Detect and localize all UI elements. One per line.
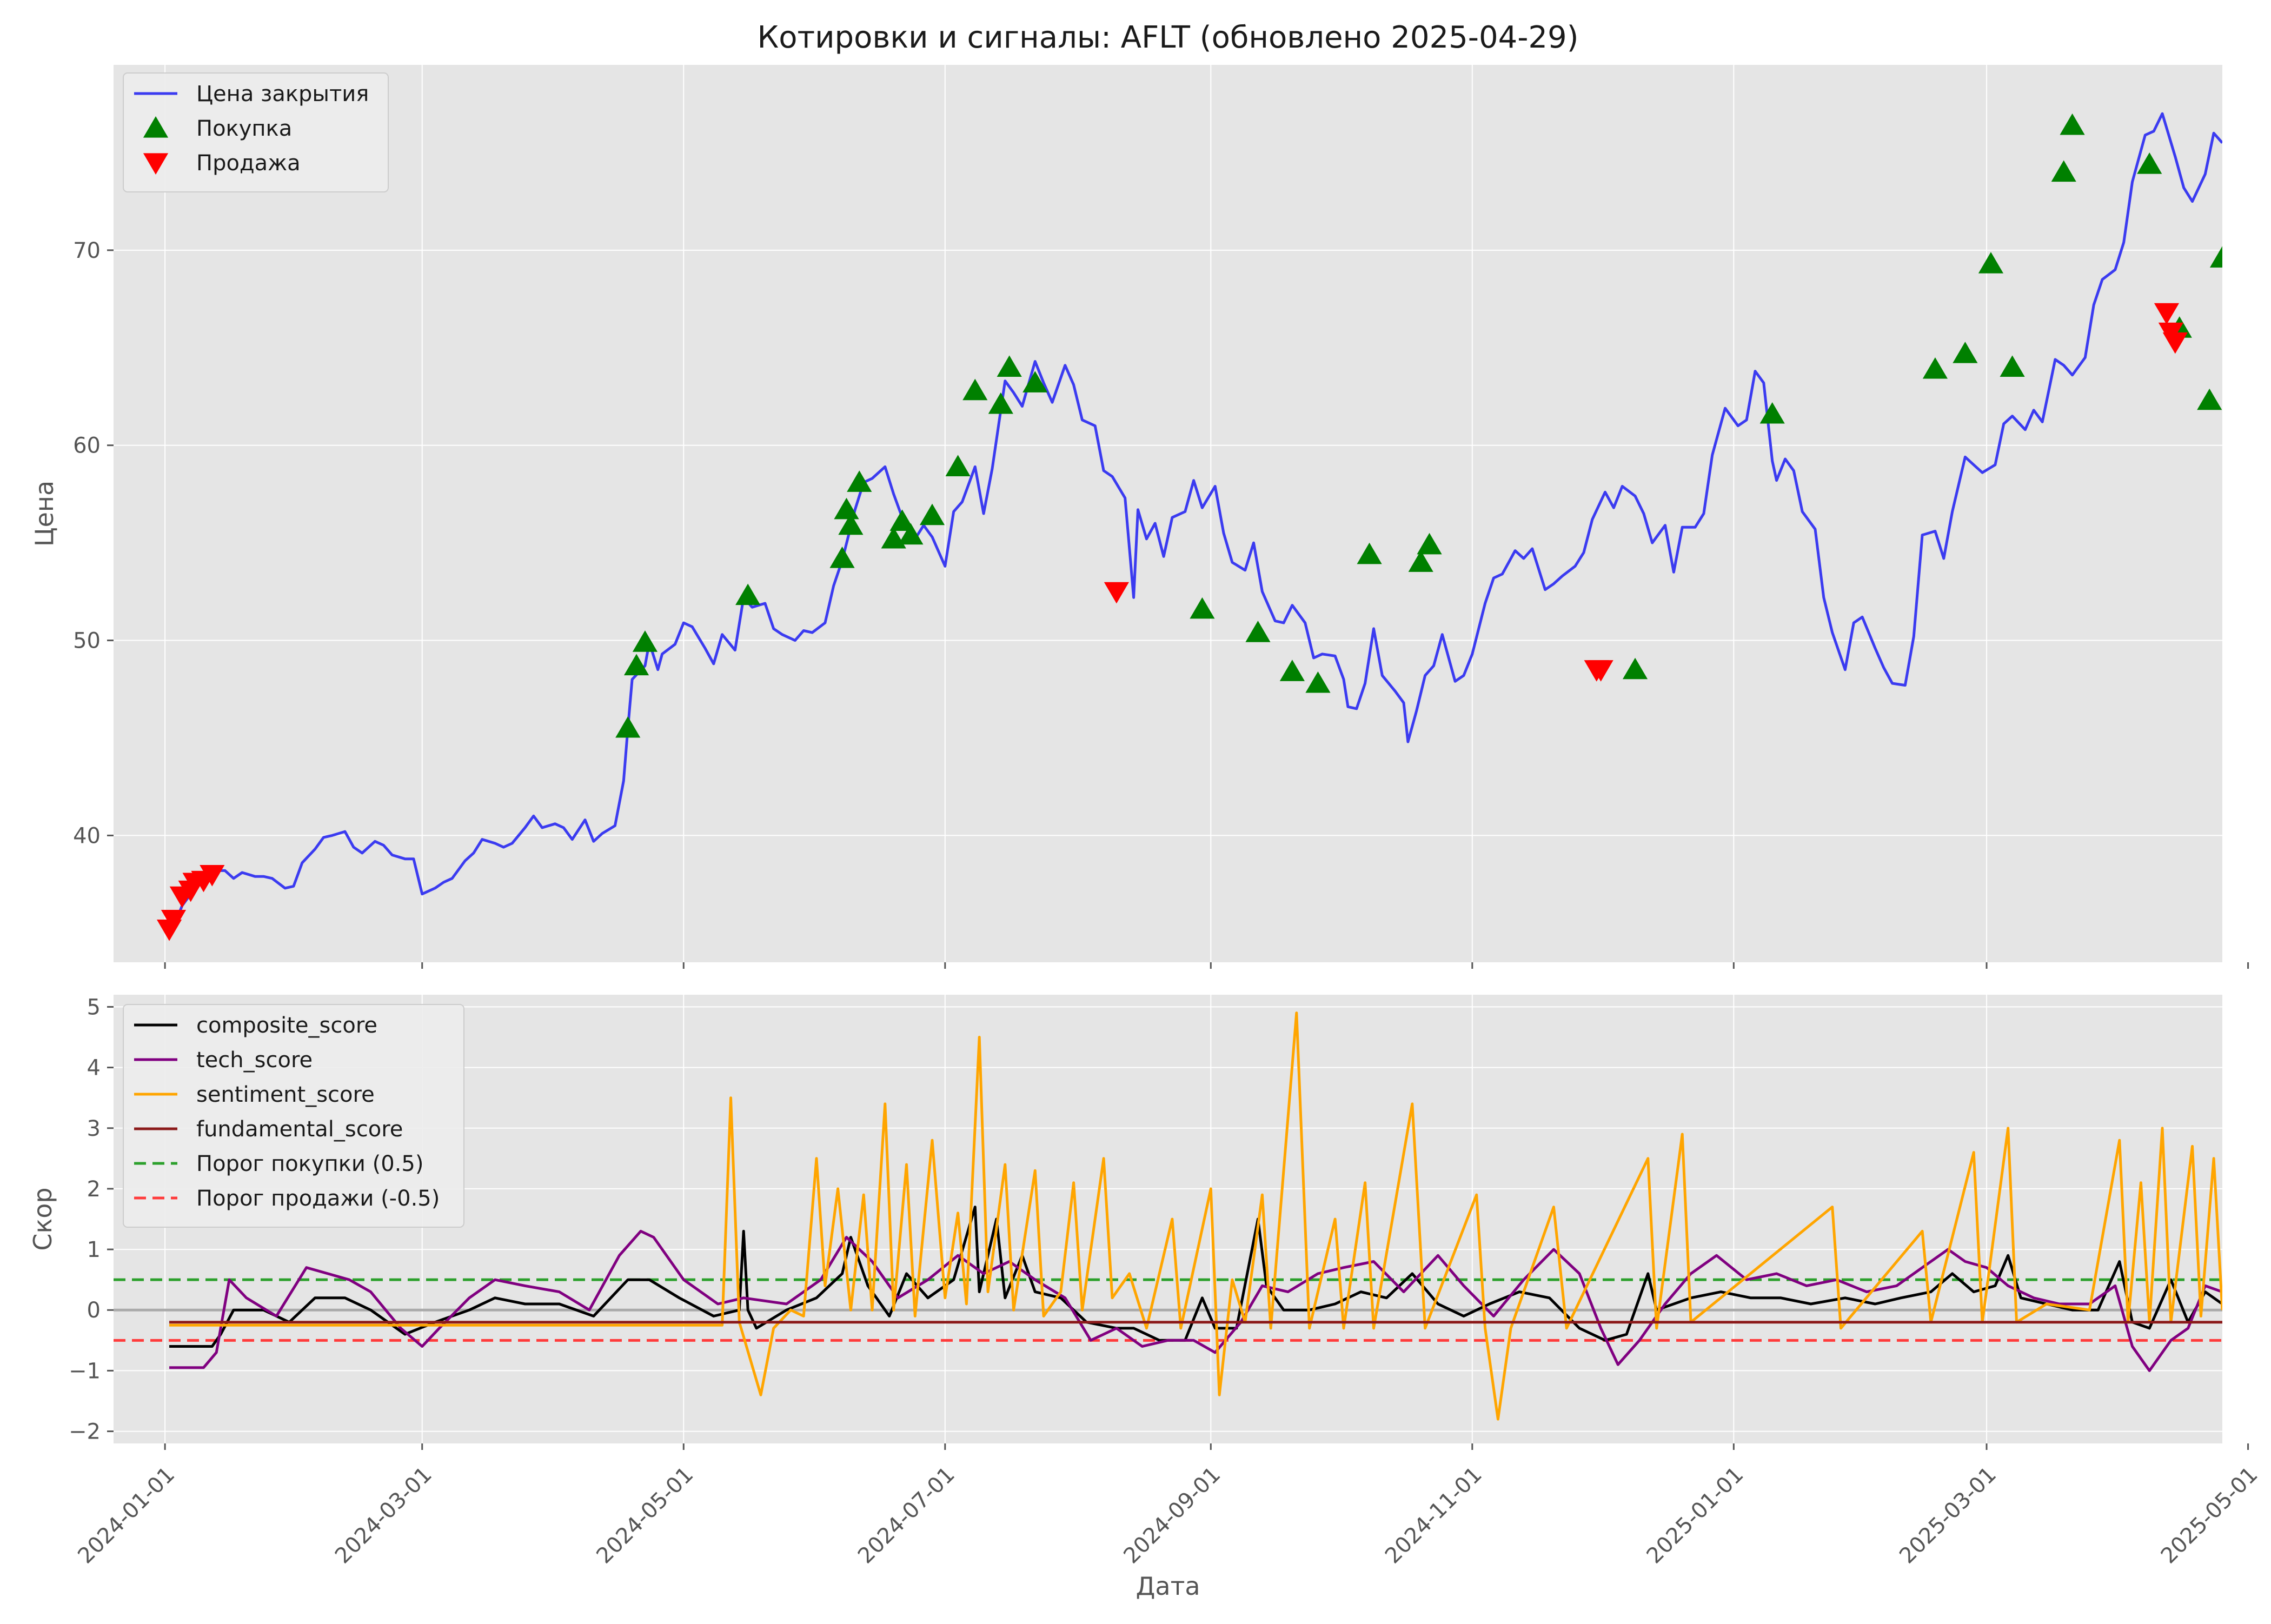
buy-signal-marker bbox=[847, 470, 872, 492]
price-y-ticks: 40 50 60 70 bbox=[73, 238, 114, 848]
price-x-ticks bbox=[164, 962, 2249, 969]
price-y-tick-label: 40 bbox=[73, 823, 101, 848]
buy-signal-marker bbox=[997, 355, 1022, 377]
price-legend-label: Продажа bbox=[196, 151, 301, 176]
buy-signal-marker bbox=[919, 503, 945, 525]
price-y-tick-label: 50 bbox=[73, 629, 101, 654]
score-legend-box bbox=[123, 1004, 464, 1228]
score-plot-area bbox=[114, 995, 2222, 1443]
buy-signal-marker bbox=[898, 523, 924, 545]
price-legend-box bbox=[123, 72, 389, 192]
price-y-tick-label: 70 bbox=[73, 238, 101, 263]
price-plot-area bbox=[114, 65, 2222, 962]
buy-signal-marker bbox=[2000, 355, 2025, 377]
price-y-axis-label: Цена bbox=[30, 481, 59, 547]
price-y-tick-label: 60 bbox=[73, 434, 101, 458]
buy-signal-marker bbox=[834, 497, 859, 520]
buy-signal-marker bbox=[1408, 550, 1433, 572]
score-y-tick-label: 5 bbox=[87, 995, 101, 1020]
buy-signal-marker bbox=[1305, 671, 1331, 693]
sell-signal-marker bbox=[2162, 332, 2188, 354]
buy-signal-marker bbox=[1279, 660, 1305, 681]
score-y-tick-label: 4 bbox=[87, 1056, 101, 1081]
legend-sell-marker bbox=[143, 153, 169, 175]
tech-score-line bbox=[169, 1229, 2222, 1372]
buy-signal-marker bbox=[2137, 152, 2162, 174]
buy-signal-marker bbox=[2051, 160, 2076, 182]
score-legend-label: tech_score bbox=[196, 1048, 313, 1073]
buy-signal-marker bbox=[2209, 246, 2222, 268]
score-legend-label: Порог продажи (-0.5) bbox=[196, 1186, 440, 1211]
buy-signal-marker bbox=[1022, 371, 1048, 392]
buy-signal-marker bbox=[735, 583, 761, 605]
score-legend-label: sentiment_score bbox=[196, 1082, 375, 1107]
buy-signal-marker bbox=[1190, 597, 1215, 619]
buy-signal-marker bbox=[1357, 542, 1382, 564]
buy-signal-marker bbox=[1417, 533, 1442, 555]
score-legend-label: fundamental_score bbox=[196, 1117, 403, 1142]
buy-signal-marker bbox=[2060, 113, 2085, 135]
close-price-line bbox=[172, 112, 2222, 928]
score-y-axis-label: Скор bbox=[28, 1187, 57, 1250]
sell-signal-marker bbox=[2154, 303, 2180, 325]
score-legend-label: Порог покупки (0.5) bbox=[196, 1152, 423, 1176]
buy-signal-marker bbox=[2197, 388, 2222, 410]
score-x-axis-label: Дата bbox=[1136, 1572, 1200, 1601]
sell-signal-marker bbox=[1104, 582, 1129, 604]
signal-markers bbox=[156, 113, 2222, 941]
score-series bbox=[169, 1011, 2222, 1421]
score-y-ticks: −2 −1 0 1 2 3 4 5 bbox=[69, 995, 114, 1445]
price-panel: 40 50 60 70 Котировки и сигналы: AFLT (обно… bbox=[30, 20, 2249, 969]
buy-signal-marker bbox=[962, 378, 988, 401]
buy-signal-marker bbox=[1922, 357, 1948, 379]
price-chart-title: Котировки и сигналы: AFLT (обновлено 202… bbox=[757, 20, 1578, 55]
score-legend: composite_score tech_score sentiment_score… bbox=[123, 1004, 464, 1228]
buy-signal-marker bbox=[632, 630, 658, 652]
score-y-tick-label: 1 bbox=[87, 1237, 101, 1262]
score-y-tick-label: 3 bbox=[87, 1116, 101, 1141]
composite-score-line bbox=[169, 1206, 2222, 1348]
price-legend-label: Цена закрытия bbox=[196, 82, 369, 107]
buy-signal-marker bbox=[889, 509, 915, 531]
score-y-tick-label: −2 bbox=[69, 1420, 101, 1445]
buy-signal-marker bbox=[1622, 657, 1648, 680]
buy-signal-marker bbox=[829, 547, 855, 568]
buy-signal-marker bbox=[615, 716, 641, 738]
price-legend: Цена закрытия Покупка Продажа bbox=[123, 72, 389, 192]
buy-signal-marker bbox=[1978, 252, 2004, 274]
buy-signal-marker bbox=[838, 513, 864, 535]
buy-signal-marker bbox=[1953, 342, 1978, 363]
score-legend-label: composite_score bbox=[196, 1013, 377, 1038]
score-y-tick-label: 2 bbox=[87, 1177, 101, 1202]
sell-signal-marker bbox=[161, 910, 187, 931]
score-y-tick-label: 0 bbox=[87, 1298, 101, 1323]
buy-signal-marker bbox=[1245, 621, 1271, 642]
price-series bbox=[172, 112, 2222, 928]
buy-signal-marker bbox=[623, 654, 649, 676]
buy-signal-marker bbox=[988, 392, 1013, 414]
score-y-tick-label: −1 bbox=[69, 1359, 101, 1383]
buy-signal-marker bbox=[1759, 402, 1785, 424]
price-legend-label: Покупка bbox=[196, 116, 292, 141]
legend-buy-marker bbox=[143, 116, 169, 138]
sell-signal-marker bbox=[1588, 660, 1613, 682]
sell-signal-marker bbox=[200, 865, 225, 887]
buy-signal-marker bbox=[945, 455, 971, 476]
